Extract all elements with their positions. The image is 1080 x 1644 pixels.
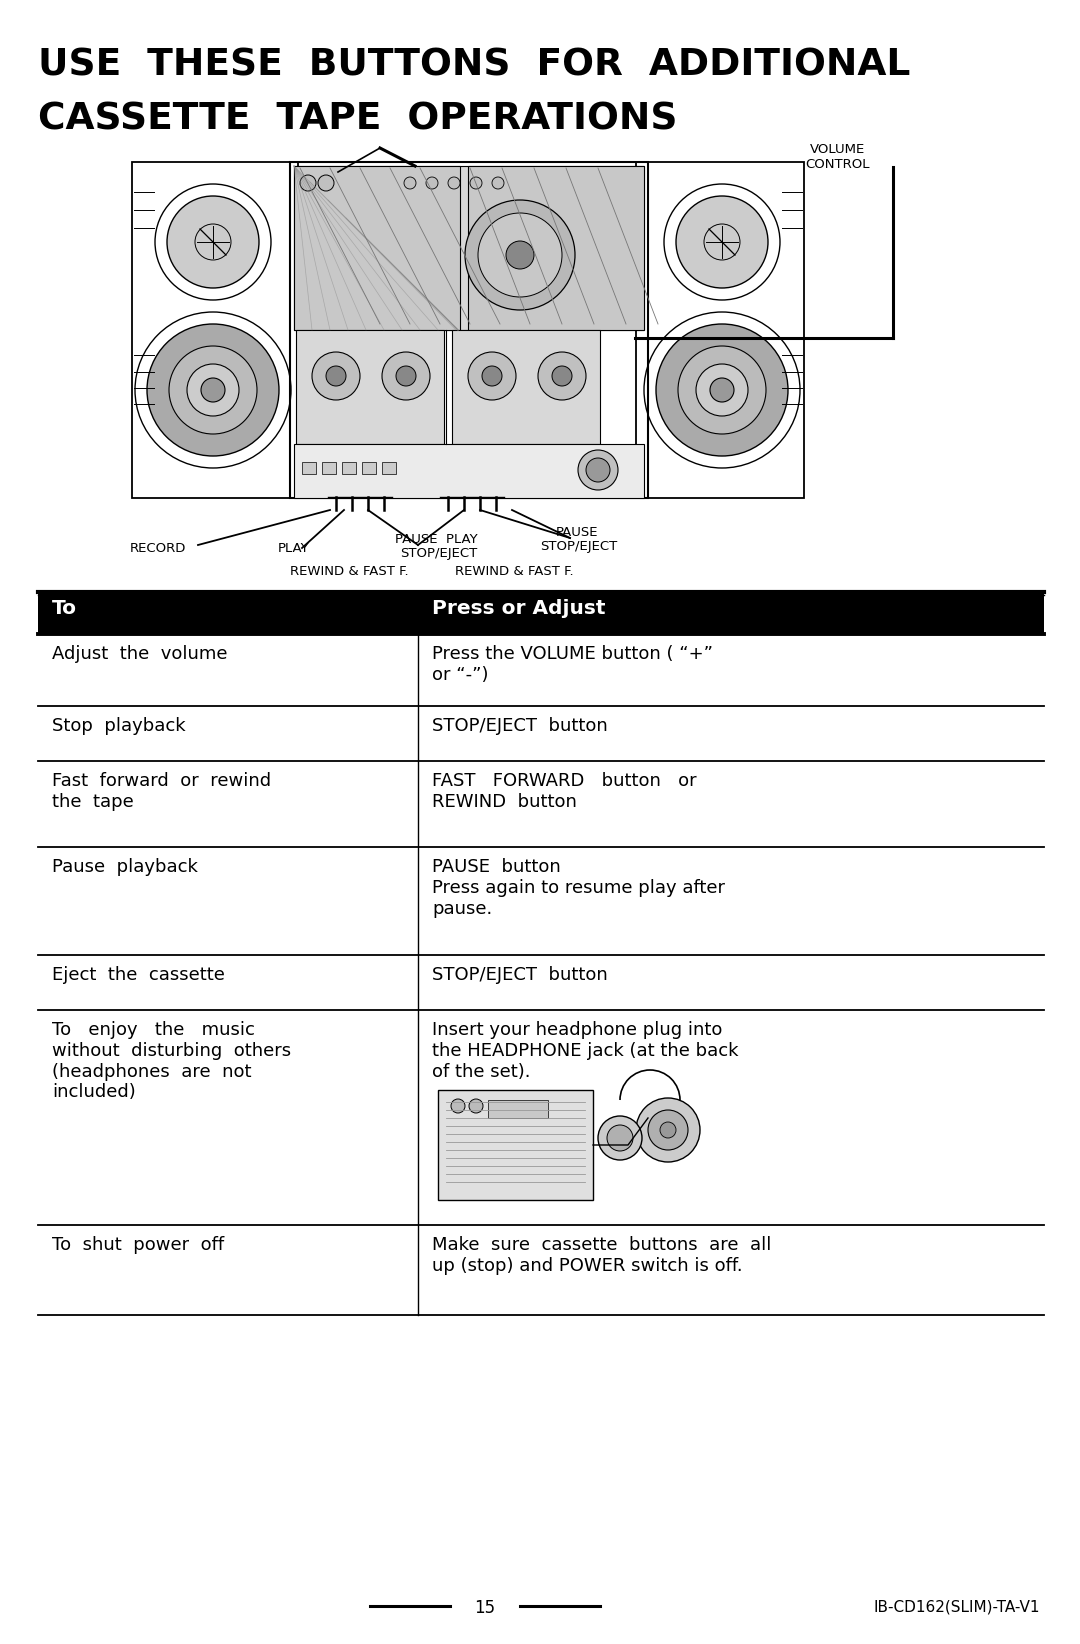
Circle shape [201,378,225,403]
Bar [294,444,644,498]
Circle shape [451,1098,465,1113]
Text: STOP/EJECT  button: STOP/EJECT button [432,717,608,735]
Circle shape [470,178,482,189]
Bar [302,462,316,473]
Circle shape [187,363,239,416]
Bar [636,163,804,498]
Circle shape [147,324,279,455]
Circle shape [696,363,748,416]
Circle shape [426,178,438,189]
Text: PAUSE  PLAY: PAUSE PLAY [395,533,477,546]
Text: 15: 15 [474,1600,496,1618]
Text: STOP/EJECT  button: STOP/EJECT button [432,967,608,985]
Circle shape [607,1124,633,1151]
Circle shape [312,352,360,399]
Text: To  shut  power  off: To shut power off [52,1236,225,1254]
Circle shape [552,367,572,386]
Text: To: To [52,598,77,618]
Circle shape [326,367,346,386]
Circle shape [396,367,416,386]
Circle shape [318,174,334,191]
Text: FAST   FORWARD   button   or
REWIND  button: FAST FORWARD button or REWIND button [432,773,697,810]
Circle shape [482,367,502,386]
Circle shape [648,1110,688,1151]
Text: PAUSE: PAUSE [556,526,598,539]
Bar [294,166,644,330]
Bar [453,330,600,444]
Bar [438,1090,593,1200]
Text: STOP/EJECT: STOP/EJECT [400,547,477,561]
Text: Make  sure  cassette  buttons  are  all
up (stop) and POWER switch is off.: Make sure cassette buttons are all up (s… [432,1236,771,1274]
Circle shape [382,352,430,399]
Circle shape [678,345,766,434]
Text: REWIND & FAST F.: REWIND & FAST F. [291,566,408,579]
Text: Eject  the  cassette: Eject the cassette [52,967,225,985]
Circle shape [465,201,575,311]
Bar [488,1100,548,1118]
Text: Adjust  the  volume: Adjust the volume [52,644,228,663]
Text: STOP/EJECT: STOP/EJECT [540,539,618,552]
Bar [132,163,298,498]
Text: Insert your headphone plug into
the HEADPHONE jack (at the back
of the set).: Insert your headphone plug into the HEAD… [432,1021,739,1080]
Bar [382,462,396,473]
Circle shape [300,174,316,191]
Circle shape [448,178,460,189]
Text: CASSETTE  TAPE  OPERATIONS: CASSETTE TAPE OPERATIONS [38,102,677,138]
Text: PAUSE  button
Press again to resume play after
pause.: PAUSE button Press again to resume play … [432,858,725,917]
Bar [291,163,648,498]
Bar [322,462,336,473]
Text: Stop  playback: Stop playback [52,717,186,735]
Circle shape [469,1098,483,1113]
Text: VOLUME
CONTROL: VOLUME CONTROL [806,143,870,171]
Circle shape [598,1116,642,1161]
Bar [38,592,1044,635]
Text: RECORD: RECORD [130,543,187,556]
Text: REWIND & FAST F.: REWIND & FAST F. [455,566,573,579]
Circle shape [492,178,504,189]
Text: Press or Adjust: Press or Adjust [432,598,606,618]
Circle shape [478,214,562,298]
Circle shape [586,459,610,482]
Text: Press the VOLUME button ( “+”
or “-”): Press the VOLUME button ( “+” or “-”) [432,644,713,684]
Text: Fast  forward  or  rewind
the  tape: Fast forward or rewind the tape [52,773,271,810]
Text: USE  THESE  BUTTONS  FOR  ADDITIONAL: USE THESE BUTTONS FOR ADDITIONAL [38,48,910,84]
Circle shape [507,242,534,270]
Circle shape [710,378,734,403]
Circle shape [538,352,586,399]
Text: IB-CD162(SLIM)-TA-V1: IB-CD162(SLIM)-TA-V1 [874,1600,1040,1614]
Circle shape [167,196,259,288]
Circle shape [168,345,257,434]
Text: To   enjoy   the   music
without  disturbing  others
(headphones  are  not
inclu: To enjoy the music without disturbing ot… [52,1021,292,1101]
Polygon shape [294,166,460,330]
Bar [342,462,356,473]
Text: Pause  playback: Pause playback [52,858,198,876]
Circle shape [468,352,516,399]
Circle shape [404,178,416,189]
Circle shape [676,196,768,288]
Polygon shape [468,166,644,330]
Bar [362,462,376,473]
Circle shape [660,1121,676,1138]
Circle shape [656,324,788,455]
Circle shape [578,450,618,490]
Circle shape [636,1098,700,1162]
Text: PLAY: PLAY [278,543,310,556]
Bar [296,330,444,444]
